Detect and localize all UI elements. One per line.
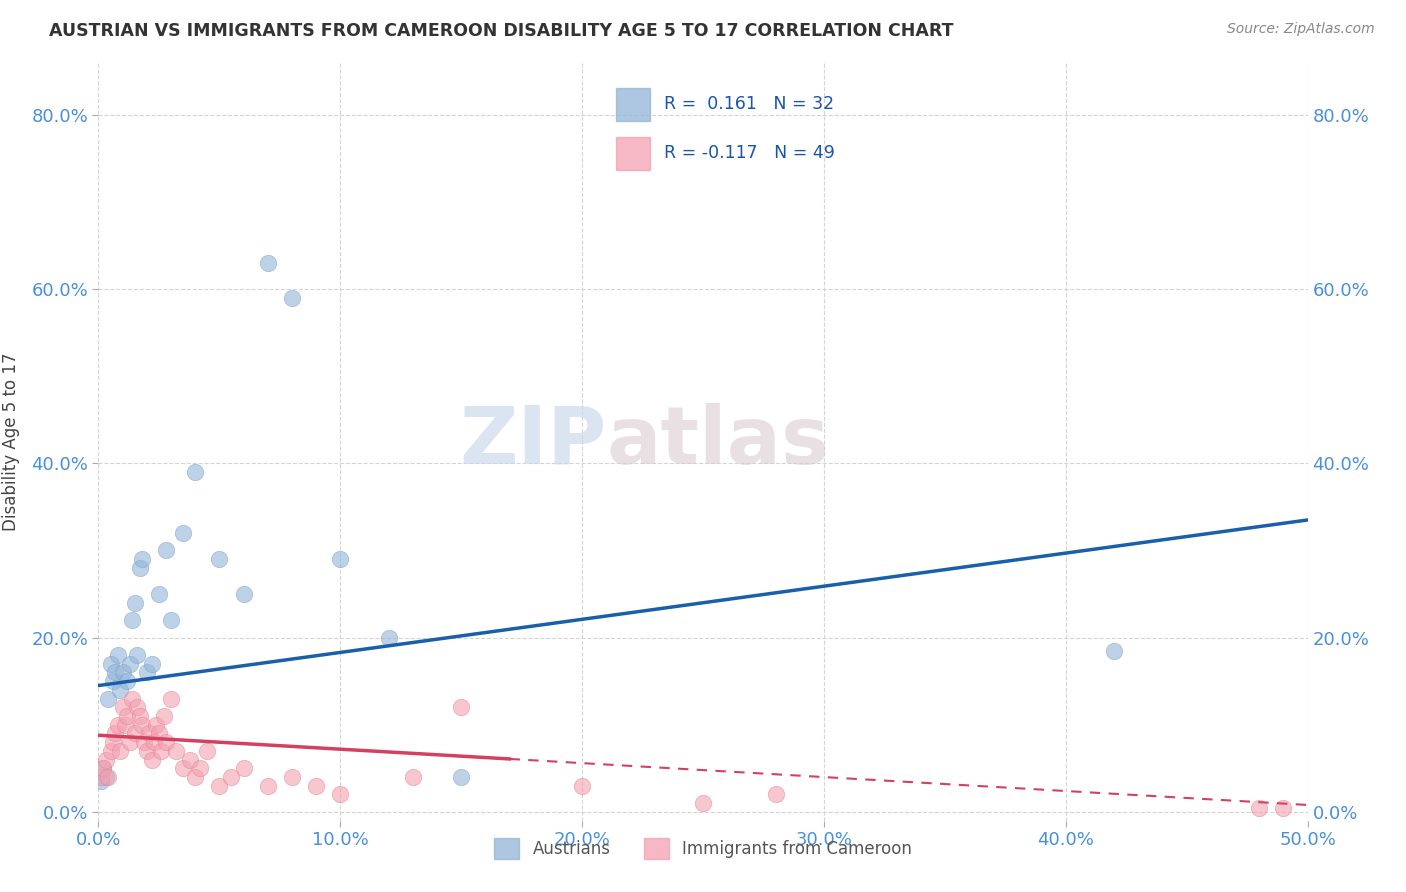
Point <box>131 718 153 732</box>
Point <box>135 665 157 680</box>
Text: ZIP: ZIP <box>458 402 606 481</box>
Point <box>765 788 787 802</box>
Point <box>128 709 150 723</box>
Point <box>90 774 112 789</box>
Point <box>131 552 153 566</box>
Point <box>165 744 187 758</box>
Point <box>377 631 399 645</box>
Point <box>1272 800 1295 814</box>
Point <box>329 788 352 802</box>
Point <box>138 726 160 740</box>
Point <box>108 744 131 758</box>
Point <box>141 753 163 767</box>
Point <box>172 761 194 775</box>
Point <box>692 796 714 810</box>
Point <box>100 744 122 758</box>
Point <box>145 718 167 732</box>
Point <box>152 709 174 723</box>
Point <box>94 770 117 784</box>
Point <box>127 648 149 662</box>
Point <box>91 761 114 775</box>
Text: atlas: atlas <box>606 402 830 481</box>
Point <box>128 561 150 575</box>
Point <box>101 674 124 689</box>
Point <box>97 770 120 784</box>
Point <box>571 779 593 793</box>
Point <box>141 657 163 671</box>
Point <box>121 613 143 627</box>
Point <box>108 682 131 697</box>
Point <box>124 596 146 610</box>
Point <box>450 770 472 784</box>
Point <box>184 465 207 479</box>
Point <box>127 700 149 714</box>
Legend: Austrians, Immigrants from Cameroon: Austrians, Immigrants from Cameroon <box>488 831 918 865</box>
Point <box>143 735 166 749</box>
Point <box>117 709 139 723</box>
Y-axis label: Disability Age 5 to 17: Disability Age 5 to 17 <box>1 352 20 531</box>
Point <box>450 700 472 714</box>
Point <box>104 665 127 680</box>
Text: Source: ZipAtlas.com: Source: ZipAtlas.com <box>1227 22 1375 37</box>
Point <box>160 613 183 627</box>
Point <box>329 552 352 566</box>
Point <box>91 761 114 775</box>
Point <box>208 779 231 793</box>
Point <box>155 543 177 558</box>
Point <box>114 718 136 732</box>
Point <box>188 761 211 775</box>
Point <box>148 726 170 740</box>
Point <box>107 648 129 662</box>
Point <box>281 770 304 784</box>
Point <box>124 726 146 740</box>
Point <box>104 726 127 740</box>
Point <box>118 657 141 671</box>
Point <box>107 718 129 732</box>
Text: AUSTRIAN VS IMMIGRANTS FROM CAMEROON DISABILITY AGE 5 TO 17 CORRELATION CHART: AUSTRIAN VS IMMIGRANTS FROM CAMEROON DIS… <box>49 22 953 40</box>
Point <box>256 779 278 793</box>
Point <box>305 779 328 793</box>
Point <box>195 744 218 758</box>
Point <box>256 256 278 270</box>
Point <box>281 291 304 305</box>
Point <box>172 526 194 541</box>
Point <box>150 744 173 758</box>
Point <box>232 761 254 775</box>
Point <box>232 587 254 601</box>
Point <box>402 770 425 784</box>
Point <box>118 735 141 749</box>
Point <box>100 657 122 671</box>
Point <box>135 744 157 758</box>
Point <box>97 691 120 706</box>
Point <box>111 665 134 680</box>
Point <box>184 770 207 784</box>
Point <box>117 674 139 689</box>
Point <box>221 770 243 784</box>
Point <box>179 753 201 767</box>
Point <box>208 552 231 566</box>
Point <box>121 691 143 706</box>
Point <box>111 700 134 714</box>
Point <box>155 735 177 749</box>
Point <box>90 770 112 784</box>
Point <box>1102 643 1125 657</box>
Point <box>94 753 117 767</box>
Point <box>160 691 183 706</box>
Point <box>148 587 170 601</box>
Point <box>1249 800 1271 814</box>
Point <box>101 735 124 749</box>
Point <box>134 735 156 749</box>
